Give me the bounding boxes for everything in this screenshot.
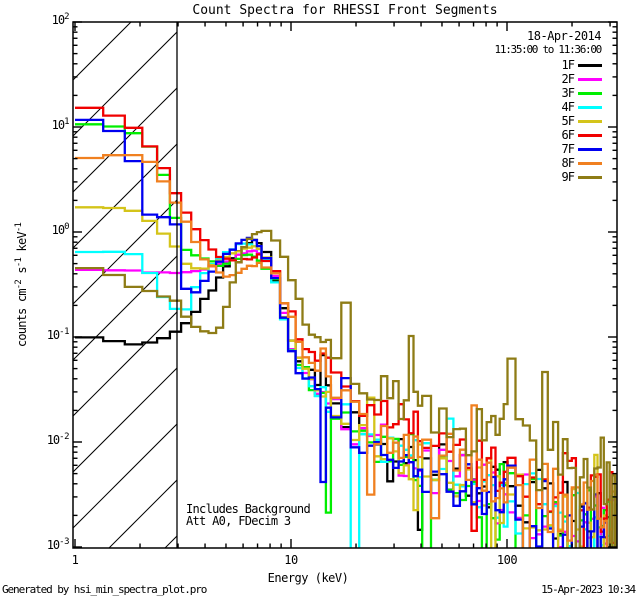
observation-time-range: 11:35:00 to 11:36:00: [494, 43, 603, 56]
legend-row-9F: 9F: [548, 170, 602, 184]
legend-label-3F: 3F: [561, 86, 575, 100]
axis-ticks: [73, 21, 617, 548]
y-tick-label-10e-2: 10-2: [46, 432, 70, 448]
spectrum-curve-8F: [75, 153, 617, 548]
y-tick-label-10e0: 100: [51, 222, 70, 238]
annotation-includes-background: Includes Background: [186, 502, 311, 516]
x-tick-label-10: 10: [284, 553, 298, 567]
legend-row-6F: 6F: [548, 128, 602, 142]
chart-title: Count Spectra for RHESSI Front Segments: [192, 3, 498, 18]
legend: 1F 2F 3F 4F 5F 6F 7F 8F 9F: [548, 58, 602, 184]
annotation-attenuator-state: Att A0, FDecim 3: [186, 514, 291, 528]
legend-color-line-7F: [578, 147, 602, 151]
legend-color-line-6F: [578, 133, 602, 137]
y-axis-label: counts cm-2 s-1 keV-1: [14, 222, 29, 348]
generated-by-credit: Generated by hsi_min_spectra_plot.pro: [2, 583, 207, 596]
legend-row-5F: 5F: [548, 114, 602, 128]
legend-color-line-4F: [578, 105, 602, 109]
print-timestamp: 15-Apr-2023 10:34: [541, 583, 636, 596]
legend-color-line-3F: [578, 91, 602, 95]
legend-row-2F: 2F: [548, 72, 602, 86]
observation-date: 18-Apr-2014: [527, 29, 601, 43]
legend-label-7F: 7F: [561, 142, 575, 156]
y-tick-label-10e-1: 10-1: [46, 327, 70, 343]
legend-label-2F: 2F: [561, 72, 575, 86]
legend-row-3F: 3F: [548, 86, 602, 100]
legend-label-8F: 8F: [561, 156, 575, 170]
legend-label-5F: 5F: [561, 114, 575, 128]
legend-label-6F: 6F: [561, 128, 575, 142]
legend-label-4F: 4F: [561, 100, 575, 114]
x-tick-label-100: 100: [496, 553, 518, 567]
y-tick-label-10e2: 102: [51, 12, 70, 28]
spectrum-curve-9F: [75, 229, 617, 548]
legend-color-line-1F: [578, 63, 602, 67]
x-axis-label: Energy (keV): [267, 571, 349, 585]
legend-row-7F: 7F: [548, 142, 602, 156]
plot-frame: [72, 21, 618, 549]
legend-color-line-9F: [578, 175, 602, 179]
legend-label-9F: 9F: [561, 170, 575, 184]
legend-row-1F: 1F: [548, 58, 602, 72]
legend-color-line-2F: [578, 77, 602, 81]
legend-row-8F: 8F: [548, 156, 602, 170]
legend-color-line-8F: [578, 161, 602, 165]
legend-row-4F: 4F: [548, 100, 602, 114]
spectra-curves: [75, 106, 617, 548]
y-tick-label-10e1: 101: [51, 117, 70, 133]
legend-color-line-5F: [578, 119, 602, 123]
y-tick-label-10e-3: 10-3: [46, 537, 70, 553]
legend-label-1F: 1F: [561, 58, 575, 72]
x-tick-label-1: 1: [71, 553, 79, 567]
